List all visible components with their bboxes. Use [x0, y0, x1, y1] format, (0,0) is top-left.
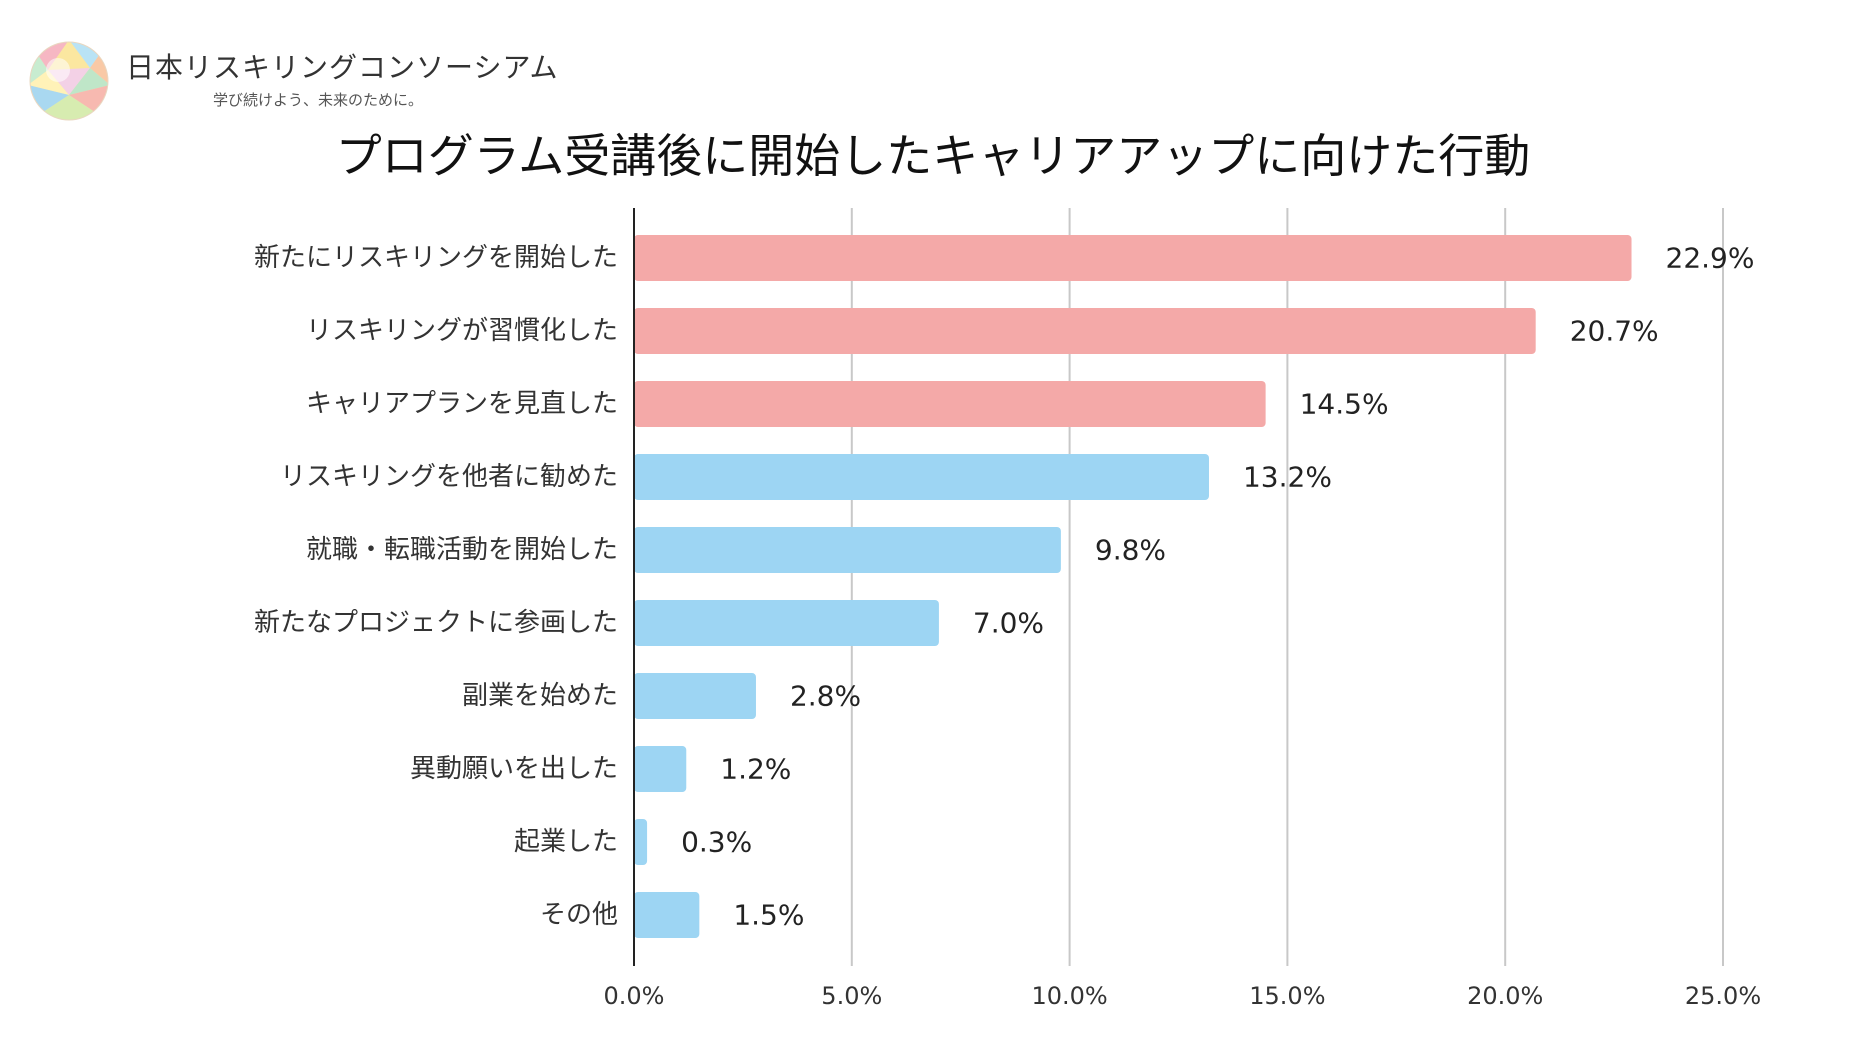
value-label: 22.9% [1666, 242, 1755, 275]
bar [634, 235, 1632, 281]
org-name: 日本リスキリングコンソーシアム [126, 51, 559, 84]
category-label: リスキリングが習慣化した [306, 316, 618, 346]
x-tick-label: 25.0% [1685, 982, 1761, 1010]
bar [634, 454, 1209, 500]
bar [634, 819, 648, 865]
value-label: 1.2% [720, 753, 791, 786]
category-label: 就職・転職活動を開始した [306, 535, 618, 565]
category-label: 新たにリスキリングを開始した [254, 243, 618, 273]
x-tick-label: 5.0% [821, 982, 882, 1010]
value-label: 20.7% [1570, 315, 1659, 348]
bar [634, 381, 1266, 427]
bar [634, 746, 687, 792]
value-label: 0.3% [681, 826, 752, 859]
bar [634, 308, 1536, 354]
org-tagline: 学び続けよう、未来のために。 [213, 91, 424, 109]
value-label: 13.2% [1243, 461, 1332, 494]
x-tick-label: 15.0% [1249, 982, 1325, 1010]
value-label: 9.8% [1095, 534, 1166, 567]
value-label: 7.0% [973, 607, 1044, 640]
category-label: 副業を始めた [462, 681, 618, 711]
x-tick-label: 20.0% [1467, 982, 1543, 1010]
value-label: 1.5% [733, 899, 804, 932]
category-label: その他 [540, 900, 618, 930]
category-label: 新たなプロジェクトに参画した [254, 608, 618, 638]
bar [634, 673, 756, 719]
category-label: リスキリングを他者に勧めた [280, 462, 618, 492]
category-label: キャリアプランを見直した [306, 389, 618, 419]
bar [634, 892, 700, 938]
bar [634, 527, 1061, 573]
x-tick-label: 0.0% [604, 982, 665, 1010]
category-label: 起業した [514, 827, 618, 857]
consortium-logo [29, 41, 109, 121]
bar [634, 600, 939, 646]
category-label: 異動願いを出した [410, 754, 618, 784]
value-label: 2.8% [790, 680, 861, 713]
x-tick-label: 10.0% [1031, 982, 1107, 1010]
value-label: 14.5% [1300, 388, 1389, 421]
chart-title: プログラム受講後に開始したキャリアアップに向けた行動 [335, 129, 1531, 183]
